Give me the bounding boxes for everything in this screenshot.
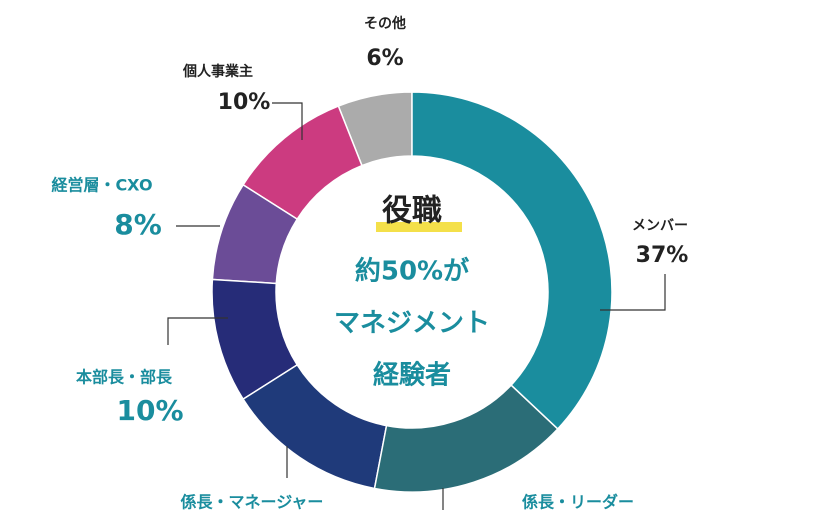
donut-segment: [211, 278, 299, 401]
value-label: 37%: [636, 243, 689, 268]
donut-segment: [211, 183, 299, 285]
donut-segment: [373, 384, 559, 493]
category-label: 経営層・CXO: [51, 176, 152, 195]
leader-line: [167, 317, 228, 345]
category-label: 係長・マネージャー: [181, 493, 324, 510]
donut-segment: [242, 105, 363, 221]
category-label: 本部長・部長: [76, 368, 173, 387]
value-label: 8%: [114, 208, 162, 241]
category-label: 係長・リーダー: [522, 493, 634, 510]
center-line: マネジメント: [334, 309, 490, 339]
category-label: その他: [364, 15, 406, 32]
category-label: 個人事業主: [182, 63, 253, 80]
center-title: 役職: [382, 194, 442, 229]
value-label: 10%: [116, 394, 183, 427]
center-line: 約50%が: [355, 256, 469, 287]
donut-segment: [242, 363, 388, 490]
value-label: 6%: [366, 46, 403, 71]
center-line: 経験者: [373, 360, 451, 391]
leader-lines: [167, 102, 666, 510]
title-highlight: [376, 222, 462, 232]
donut-segment: [411, 91, 613, 430]
category-label: メンバー: [632, 218, 688, 234]
leader-line: [272, 102, 303, 140]
leader-line: [600, 274, 666, 311]
value-label: 10%: [218, 90, 271, 115]
